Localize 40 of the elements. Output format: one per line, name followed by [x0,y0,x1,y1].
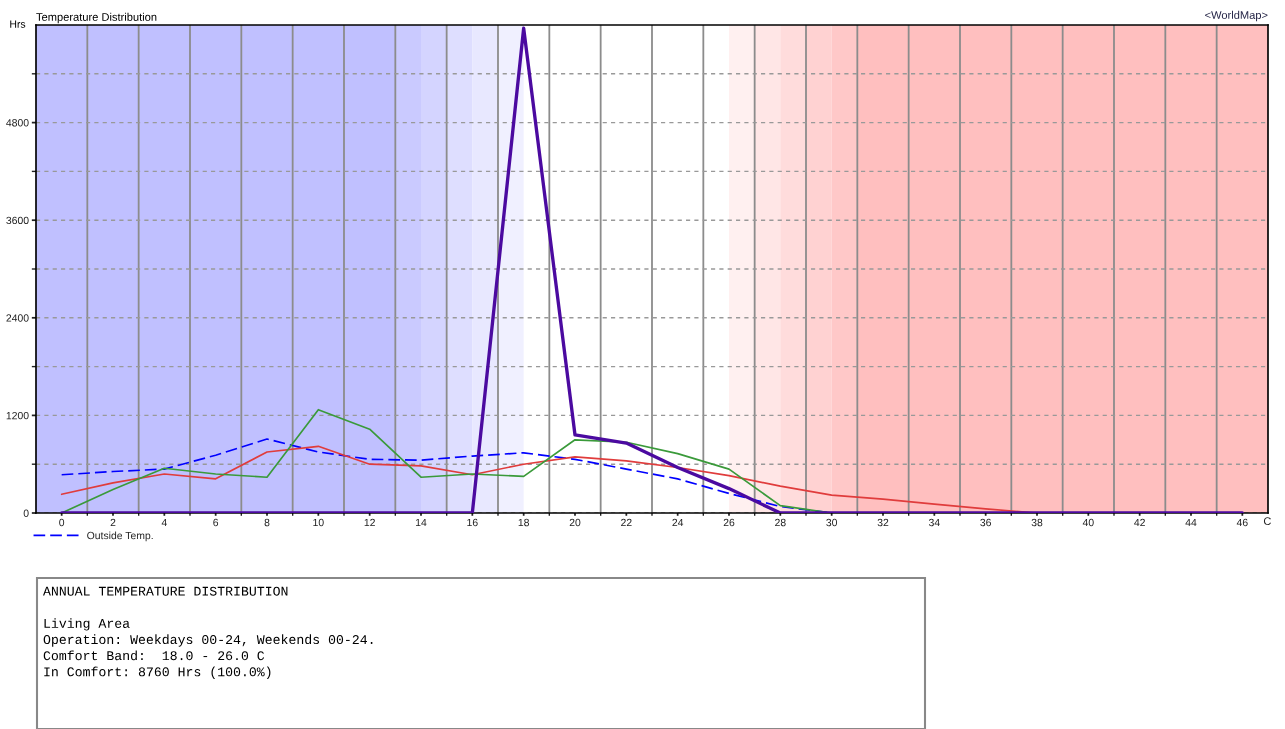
x-tick-label: 26 [723,518,735,527]
x-tick-label: 4 [161,518,167,527]
legend-label: Outside Temp. [87,531,153,542]
x-tick-label: 40 [1082,518,1094,527]
y-tick-label: 1200 [6,411,29,420]
x-tick-label: 46 [1236,518,1248,527]
x-tick-label: 42 [1134,518,1145,527]
y-tick-label: 4800 [6,119,29,127]
x-tick-label: 24 [672,518,684,527]
x-tick-label: 6 [213,518,219,527]
x-tick-label: 18 [518,518,530,527]
x-tick-label: 16 [467,518,478,527]
x-tick-label: 2 [110,518,116,527]
y-tick-label: 0 [23,509,29,517]
x-tick-label: 30 [826,518,838,527]
text: Comfort Band: 18.0 - 26.0 C [43,650,265,661]
y-tick-label: 2400 [6,314,29,322]
x-tick-label: 36 [980,518,991,527]
x-tick-label: 12 [364,518,375,527]
x-tick-label: 10 [313,518,324,527]
x-tick-label: 32 [877,518,889,527]
x-tick-label: 34 [928,518,940,527]
y-axis-title: Hrs [10,20,26,28]
chart-title: Temperature Distribution [36,12,157,24]
x-tick-label: 38 [1031,518,1043,527]
x-tick-label: 0 [59,518,65,527]
x-tick-label: 14 [416,518,427,527]
text: <WorldMap> [1205,10,1268,22]
x-tick-label: 28 [775,518,786,527]
x-tick-label: 44 [1185,518,1197,527]
line-series [60,26,1244,513]
x-axis-title: C [1263,517,1271,526]
x-tick-label: 20 [569,518,581,527]
text: Operation: Weekdays 00-24, Weekends 00-24. [43,634,373,647]
x-tick-label: 22 [621,518,632,527]
text: In Comfort: 8760 Hrs (100.0%) [44,666,271,679]
text: ANNUAL TEMPERATURE DISTRIBUTION [43,586,288,596]
y-tick-label: 3600 [6,216,29,225]
x-tick-label: 8 [264,518,270,527]
text: Living Area [44,618,130,631]
